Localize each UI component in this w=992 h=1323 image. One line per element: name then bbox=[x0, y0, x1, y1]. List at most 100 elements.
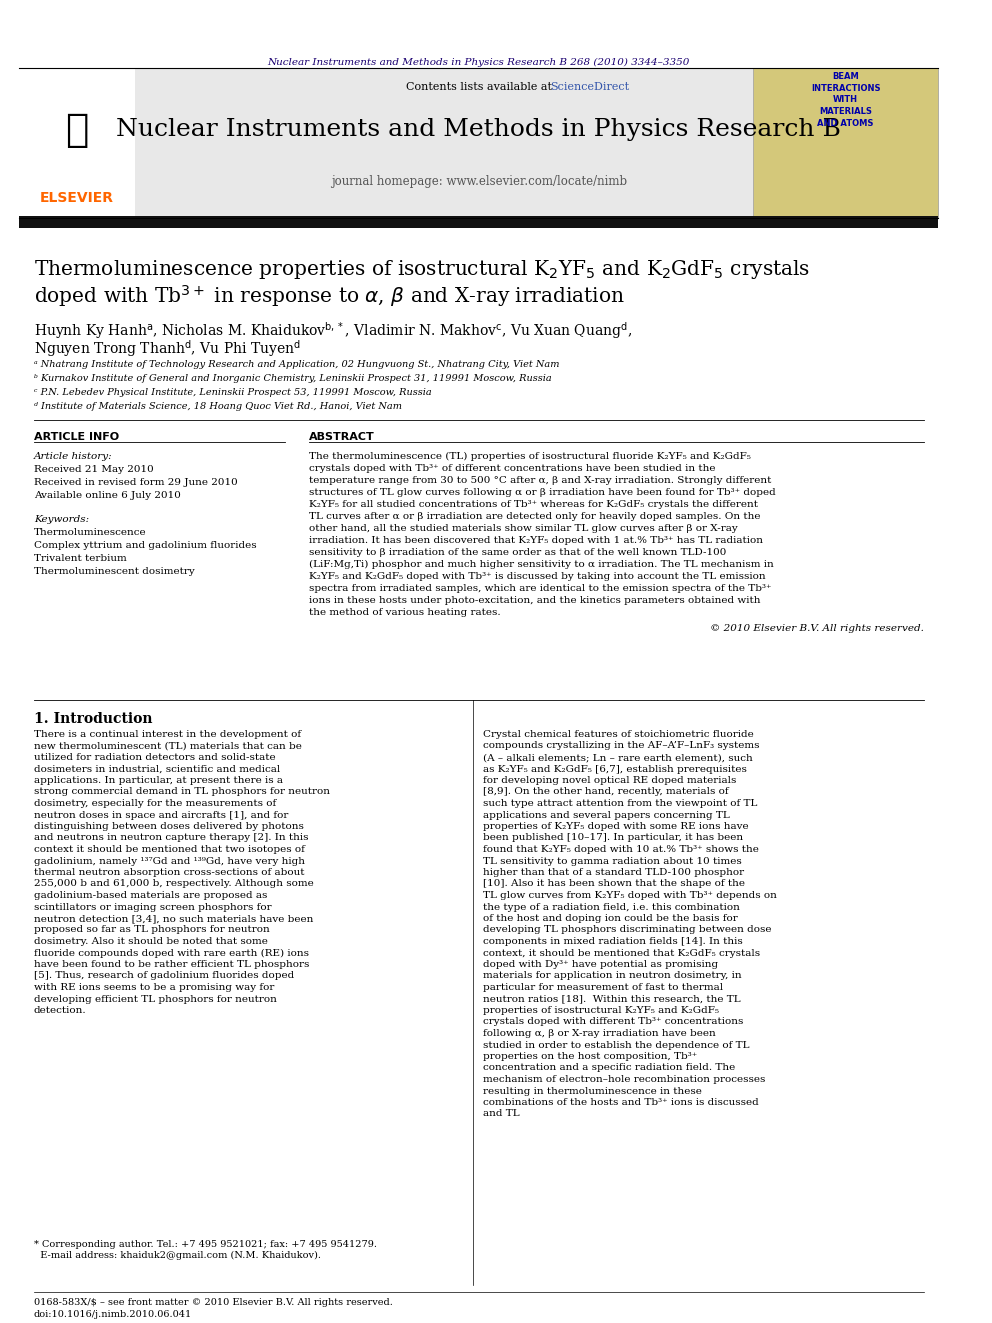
Text: [8,9]. On the other hand, recently, materials of: [8,9]. On the other hand, recently, mate… bbox=[482, 787, 728, 796]
Text: Crystal chemical features of stoichiometric fluoride: Crystal chemical features of stoichiomet… bbox=[482, 730, 753, 740]
Text: context, it should be mentioned that K₂GdF₅ crystals: context, it should be mentioned that K₂G… bbox=[482, 949, 760, 958]
Text: ᵇ Kurnakov Institute of General and Inorganic Chemistry, Leninskii Prospect 31, : ᵇ Kurnakov Institute of General and Inor… bbox=[34, 374, 552, 382]
Text: fluoride compounds doped with rare earth (RE) ions: fluoride compounds doped with rare earth… bbox=[34, 949, 309, 958]
Text: components in mixed radiation fields [14]. In this: components in mixed radiation fields [14… bbox=[482, 937, 742, 946]
Text: higher than that of a standard TLD-100 phosphor: higher than that of a standard TLD-100 p… bbox=[482, 868, 744, 877]
Text: resulting in thermoluminescence in these: resulting in thermoluminescence in these bbox=[482, 1086, 701, 1095]
Text: Complex yttrium and gadolinium fluorides: Complex yttrium and gadolinium fluorides bbox=[34, 541, 256, 550]
Text: found that K₂YF₅ doped with 10 at.% Tb³⁺ shows the: found that K₂YF₅ doped with 10 at.% Tb³⁺… bbox=[482, 845, 759, 855]
Text: irradiation. It has been discovered that K₂YF₅ doped with 1 at.% Tb³⁺ has TL rad: irradiation. It has been discovered that… bbox=[309, 536, 763, 545]
Text: concentration and a specific radiation field. The: concentration and a specific radiation f… bbox=[482, 1064, 735, 1073]
Text: journal homepage: www.elsevier.com/locate/nimb: journal homepage: www.elsevier.com/locat… bbox=[330, 175, 627, 188]
Text: been published [10–17]. In particular, it has been: been published [10–17]. In particular, i… bbox=[482, 833, 743, 843]
Text: properties of K₂YF₅ doped with some RE ions have: properties of K₂YF₅ doped with some RE i… bbox=[482, 822, 748, 831]
Text: other hand, all the studied materials show similar TL glow curves after β or X-r: other hand, all the studied materials sh… bbox=[309, 524, 738, 533]
FancyBboxPatch shape bbox=[19, 67, 135, 218]
FancyBboxPatch shape bbox=[753, 67, 938, 218]
Text: applications and several papers concerning TL: applications and several papers concerni… bbox=[482, 811, 729, 819]
Text: Keywords:: Keywords: bbox=[34, 515, 89, 524]
Text: Received in revised form 29 June 2010: Received in revised form 29 June 2010 bbox=[34, 478, 237, 487]
Text: Nuclear Instruments and Methods in Physics Research B 268 (2010) 3344–3350: Nuclear Instruments and Methods in Physi… bbox=[268, 58, 689, 67]
Text: Thermoluminescence properties of isostructural K$_2$YF$_5$ and K$_2$GdF$_5$ crys: Thermoluminescence properties of isostru… bbox=[34, 258, 810, 280]
Text: neutron doses in space and aircrafts [1], and for: neutron doses in space and aircrafts [1]… bbox=[34, 811, 288, 819]
Text: ᵃ Nhatrang Institute of Technology Research and Application, 02 Hungvuong St., N: ᵃ Nhatrang Institute of Technology Resea… bbox=[34, 360, 559, 369]
Text: mechanism of electron–hole recombination processes: mechanism of electron–hole recombination… bbox=[482, 1076, 765, 1084]
Text: Thermoluminescence: Thermoluminescence bbox=[34, 528, 147, 537]
Text: combinations of the hosts and Tb³⁺ ions is discussed: combinations of the hosts and Tb³⁺ ions … bbox=[482, 1098, 758, 1107]
Text: The thermoluminescence (TL) properties of isostructural fluoride K₂YF₅ and K₂GdF: The thermoluminescence (TL) properties o… bbox=[309, 452, 751, 462]
Text: context it should be mentioned that two isotopes of: context it should be mentioned that two … bbox=[34, 845, 305, 855]
Text: Huynh Ky Hanh$^\mathrm{a}$, Nicholas M. Khaidukov$^\mathrm{b,*}$, Vladimir N. Ma: Huynh Ky Hanh$^\mathrm{a}$, Nicholas M. … bbox=[34, 320, 632, 341]
Text: new thermoluminescent (TL) materials that can be: new thermoluminescent (TL) materials tha… bbox=[34, 741, 302, 750]
Bar bbox=[19, 216, 938, 228]
Text: the type of a radiation field, i.e. this combination: the type of a radiation field, i.e. this… bbox=[482, 902, 739, 912]
Text: BEAM
INTERACTIONS
WITH
MATERIALS
AND ATOMS: BEAM INTERACTIONS WITH MATERIALS AND ATO… bbox=[810, 71, 880, 128]
Text: 1. Introduction: 1. Introduction bbox=[34, 712, 153, 726]
Text: Thermoluminescent dosimetry: Thermoluminescent dosimetry bbox=[34, 568, 194, 576]
Text: K₂YF₅ and K₂GdF₅ doped with Tb³⁺ is discussed by taking into account the TL emis: K₂YF₅ and K₂GdF₅ doped with Tb³⁺ is disc… bbox=[309, 572, 766, 581]
Text: utilized for radiation detectors and solid-state: utilized for radiation detectors and sol… bbox=[34, 753, 276, 762]
Text: sensitivity to β irradiation of the same order as that of the well known TLD-100: sensitivity to β irradiation of the same… bbox=[309, 548, 726, 557]
Text: such type attract attention from the viewpoint of TL: such type attract attention from the vie… bbox=[482, 799, 757, 808]
Text: 0168-583X/$ – see front matter © 2010 Elsevier B.V. All rights reserved.: 0168-583X/$ – see front matter © 2010 El… bbox=[34, 1298, 393, 1307]
Text: with RE ions seems to be a promising way for: with RE ions seems to be a promising way… bbox=[34, 983, 274, 992]
Text: crystals doped with different Tb³⁺ concentrations: crystals doped with different Tb³⁺ conce… bbox=[482, 1017, 743, 1027]
Text: dosimetry, especially for the measurements of: dosimetry, especially for the measuremen… bbox=[34, 799, 276, 808]
Text: [5]. Thus, research of gadolinium fluorides doped: [5]. Thus, research of gadolinium fluori… bbox=[34, 971, 294, 980]
Text: materials for application in neutron dosimetry, in: materials for application in neutron dos… bbox=[482, 971, 741, 980]
Text: dosimetry. Also it should be noted that some: dosimetry. Also it should be noted that … bbox=[34, 937, 268, 946]
Text: and TL: and TL bbox=[482, 1110, 519, 1118]
Text: © 2010 Elsevier B.V. All rights reserved.: © 2010 Elsevier B.V. All rights reserved… bbox=[710, 624, 924, 632]
Text: studied in order to establish the dependence of TL: studied in order to establish the depend… bbox=[482, 1040, 749, 1049]
Text: K₂YF₅ for all studied concentrations of Tb³⁺ whereas for K₂GdF₅ crystals the dif: K₂YF₅ for all studied concentrations of … bbox=[309, 500, 758, 509]
Text: doi:10.1016/j.nimb.2010.06.041: doi:10.1016/j.nimb.2010.06.041 bbox=[34, 1310, 192, 1319]
FancyBboxPatch shape bbox=[19, 67, 753, 218]
Text: detection.: detection. bbox=[34, 1005, 86, 1015]
Text: There is a continual interest in the development of: There is a continual interest in the dev… bbox=[34, 730, 301, 740]
Text: 🌳: 🌳 bbox=[65, 111, 89, 149]
Text: proposed so far as TL phosphors for neutron: proposed so far as TL phosphors for neut… bbox=[34, 926, 270, 934]
Text: Trivalent terbium: Trivalent terbium bbox=[34, 554, 127, 564]
Text: Article history:: Article history: bbox=[34, 452, 112, 460]
Text: TL sensitivity to gamma radiation about 10 times: TL sensitivity to gamma radiation about … bbox=[482, 856, 741, 865]
Text: (A – alkali elements; Ln – rare earth element), such: (A – alkali elements; Ln – rare earth el… bbox=[482, 753, 752, 762]
Text: temperature range from 30 to 500 °C after α, β and X-ray irradiation. Strongly d: temperature range from 30 to 500 °C afte… bbox=[309, 476, 771, 486]
Text: scintillators or imaging screen phosphors for: scintillators or imaging screen phosphor… bbox=[34, 902, 272, 912]
Text: strong commercial demand in TL phosphors for neutron: strong commercial demand in TL phosphors… bbox=[34, 787, 329, 796]
Text: TL glow curves from K₂YF₅ doped with Tb³⁺ depends on: TL glow curves from K₂YF₅ doped with Tb³… bbox=[482, 890, 777, 900]
Text: properties of isostructural K₂YF₅ and K₂GdF₅: properties of isostructural K₂YF₅ and K₂… bbox=[482, 1005, 718, 1015]
Text: spectra from irradiated samples, which are identical to the emission spectra of : spectra from irradiated samples, which a… bbox=[309, 583, 772, 593]
Text: Received 21 May 2010: Received 21 May 2010 bbox=[34, 464, 154, 474]
Text: dosimeters in industrial, scientific and medical: dosimeters in industrial, scientific and… bbox=[34, 765, 280, 774]
Text: distinguishing between doses delivered by photons: distinguishing between doses delivered b… bbox=[34, 822, 304, 831]
Text: thermal neutron absorption cross-sections of about: thermal neutron absorption cross-section… bbox=[34, 868, 305, 877]
Text: [10]. Also it has been shown that the shape of the: [10]. Also it has been shown that the sh… bbox=[482, 880, 745, 889]
Text: TL curves after α or β irradiation are detected only for heavily doped samples. : TL curves after α or β irradiation are d… bbox=[309, 512, 760, 521]
Text: have been found to be rather efficient TL phosphors: have been found to be rather efficient T… bbox=[34, 960, 310, 968]
Text: 255,000 b and 61,000 b, respectively. Although some: 255,000 b and 61,000 b, respectively. Al… bbox=[34, 880, 313, 889]
Text: Available online 6 July 2010: Available online 6 July 2010 bbox=[34, 491, 181, 500]
Text: developing TL phosphors discriminating between dose: developing TL phosphors discriminating b… bbox=[482, 926, 771, 934]
Text: gadolinium, namely ¹³⁷Gd and ¹³⁹Gd, have very high: gadolinium, namely ¹³⁷Gd and ¹³⁹Gd, have… bbox=[34, 856, 305, 865]
Text: ELSEVIER: ELSEVIER bbox=[41, 191, 114, 205]
Text: Nguyen Trong Thanh$^\mathrm{d}$, Vu Phi Tuyen$^\mathrm{d}$: Nguyen Trong Thanh$^\mathrm{d}$, Vu Phi … bbox=[34, 337, 301, 359]
Text: for developing novel optical RE doped materials: for developing novel optical RE doped ma… bbox=[482, 777, 736, 785]
Text: the method of various heating rates.: the method of various heating rates. bbox=[309, 609, 501, 617]
Text: ᵈ Institute of Materials Science, 18 Hoang Quoc Viet Rd., Hanoi, Viet Nam: ᵈ Institute of Materials Science, 18 Hoa… bbox=[34, 402, 402, 411]
Text: ARTICLE INFO: ARTICLE INFO bbox=[34, 433, 119, 442]
Text: ions in these hosts under photo-excitation, and the kinetics parameters obtained: ions in these hosts under photo-excitati… bbox=[309, 595, 760, 605]
Text: ABSTRACT: ABSTRACT bbox=[309, 433, 375, 442]
Text: (LiF:Mg,Ti) phosphor and much higher sensitivity to α irradiation. The TL mechan: (LiF:Mg,Ti) phosphor and much higher sen… bbox=[309, 560, 774, 569]
Text: crystals doped with Tb³⁺ of different concentrations have been studied in the: crystals doped with Tb³⁺ of different co… bbox=[309, 464, 715, 474]
Text: doped with Dy³⁺ have potential as promising: doped with Dy³⁺ have potential as promis… bbox=[482, 960, 718, 968]
Text: as K₂YF₅ and K₂GdF₅ [6,7], establish prerequisites: as K₂YF₅ and K₂GdF₅ [6,7], establish pre… bbox=[482, 765, 746, 774]
Text: following α, β or X-ray irradiation have been: following α, β or X-ray irradiation have… bbox=[482, 1029, 715, 1039]
Text: neutron detection [3,4], no such materials have been: neutron detection [3,4], no such materia… bbox=[34, 914, 313, 923]
Text: gadolinium-based materials are proposed as: gadolinium-based materials are proposed … bbox=[34, 890, 267, 900]
Text: applications. In particular, at present there is a: applications. In particular, at present … bbox=[34, 777, 283, 785]
Text: Contents lists available at: Contents lists available at bbox=[406, 82, 552, 93]
Text: Nuclear Instruments and Methods in Physics Research B: Nuclear Instruments and Methods in Physi… bbox=[116, 118, 841, 142]
Text: properties on the host composition, Tb³⁺: properties on the host composition, Tb³⁺ bbox=[482, 1052, 696, 1061]
Text: particular for measurement of fast to thermal: particular for measurement of fast to th… bbox=[482, 983, 723, 992]
Text: * Corresponding author. Tel.: +7 495 9521021; fax: +7 495 9541279.
  E-mail addr: * Corresponding author. Tel.: +7 495 952… bbox=[34, 1240, 377, 1259]
